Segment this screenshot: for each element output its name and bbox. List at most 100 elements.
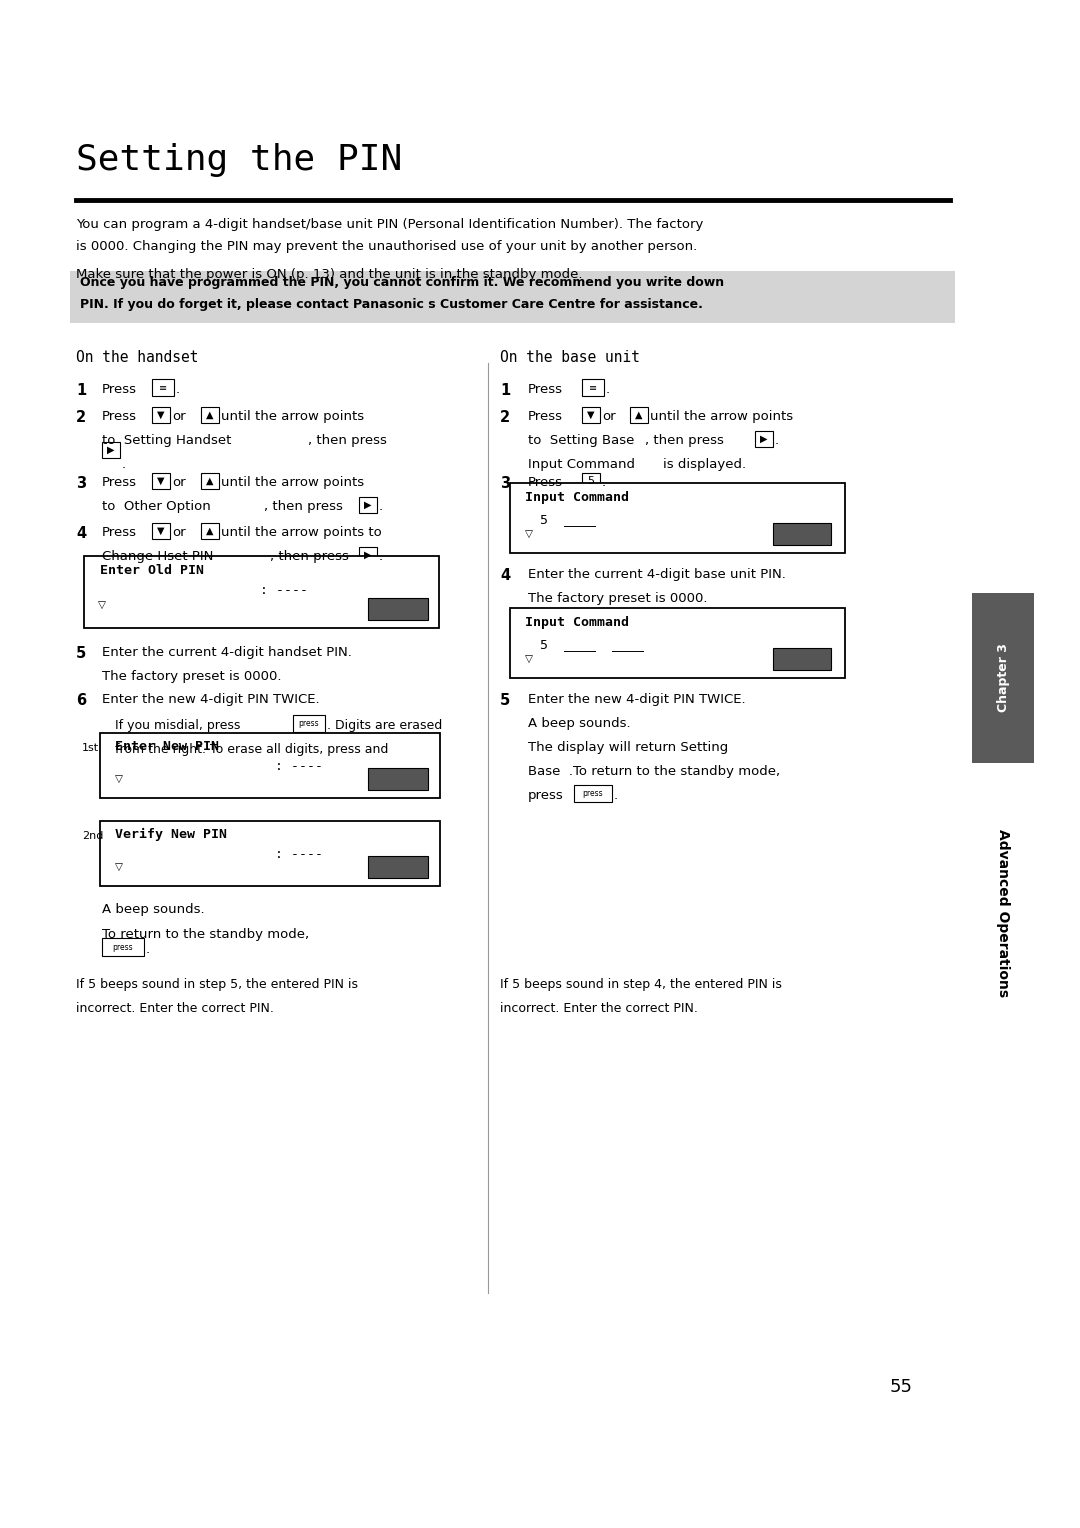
- Text: Setting the PIN: Setting the PIN: [76, 144, 402, 177]
- Bar: [201, 474, 219, 489]
- Text: Make sure that the power is ON (p. 13) and the unit is in the standby mode.: Make sure that the power is ON (p. 13) a…: [76, 267, 582, 281]
- Text: Press: Press: [102, 526, 137, 539]
- Text: The factory preset is 0000.: The factory preset is 0000.: [102, 669, 282, 683]
- Text: On the base unit: On the base unit: [500, 350, 640, 365]
- Text: is displayed.: is displayed.: [663, 458, 746, 471]
- Text: A beep sounds.: A beep sounds.: [528, 717, 631, 730]
- Text: If you misdial, press: If you misdial, press: [114, 720, 241, 732]
- Text: ▲: ▲: [206, 477, 214, 486]
- Bar: [510, 483, 845, 553]
- Text: Advanced Operations: Advanced Operations: [996, 828, 1010, 998]
- Text: ≡: ≡: [589, 382, 597, 393]
- Text: .: .: [379, 500, 383, 513]
- Text: Base  .To return to the standby mode,: Base .To return to the standby mode,: [528, 766, 780, 778]
- Bar: [152, 523, 170, 539]
- Text: .: .: [775, 434, 779, 448]
- Bar: [102, 442, 120, 458]
- Text: Once you have programmed the PIN, you cannot confirm it. We recommend you write : Once you have programmed the PIN, you ca…: [80, 277, 724, 289]
- Bar: [100, 733, 440, 798]
- Text: ▲: ▲: [635, 410, 643, 420]
- Text: Enter New PIN: Enter New PIN: [114, 740, 219, 753]
- Text: .: .: [146, 943, 150, 957]
- Text: If 5 beeps sound in step 5, the entered PIN is: If 5 beeps sound in step 5, the entered …: [76, 978, 357, 992]
- Text: . Digits are erased: . Digits are erased: [327, 720, 442, 732]
- Text: to  Setting Base: to Setting Base: [528, 434, 634, 448]
- Text: ▽: ▽: [114, 775, 123, 784]
- Text: Press: Press: [102, 477, 137, 489]
- Text: The display will return Setting: The display will return Setting: [528, 741, 728, 753]
- Text: to  Setting Handset: to Setting Handset: [102, 434, 231, 448]
- Bar: [582, 379, 604, 396]
- Text: .: .: [606, 384, 610, 396]
- Bar: [152, 379, 174, 396]
- Text: ▲: ▲: [206, 526, 214, 536]
- Text: The factory preset is 0000.: The factory preset is 0000.: [528, 591, 707, 605]
- Bar: [84, 556, 438, 628]
- Text: ▽: ▽: [114, 862, 123, 872]
- Text: Chapter 3: Chapter 3: [997, 643, 1010, 712]
- Text: Enter the current 4-digit handset PIN.: Enter the current 4-digit handset PIN.: [102, 646, 352, 659]
- Text: 5: 5: [500, 694, 510, 707]
- Text: incorrect. Enter the correct PIN.: incorrect. Enter the correct PIN.: [500, 1002, 698, 1015]
- Text: ▼: ▼: [588, 410, 595, 420]
- Text: 4: 4: [76, 526, 86, 541]
- Text: incorrect. Enter the correct PIN.: incorrect. Enter the correct PIN.: [76, 1002, 274, 1015]
- Text: , then press: , then press: [264, 500, 342, 513]
- Bar: [630, 406, 648, 423]
- Text: press: press: [299, 720, 320, 727]
- Text: Press: Press: [528, 477, 563, 489]
- Text: .: .: [122, 458, 126, 471]
- Bar: [293, 715, 325, 732]
- Text: : ----: : ----: [275, 848, 323, 860]
- Bar: [152, 406, 170, 423]
- Bar: [368, 769, 428, 790]
- Bar: [510, 608, 845, 678]
- Text: ▶: ▶: [364, 550, 372, 559]
- Bar: [70, 270, 955, 322]
- Text: To return to the standby mode,: To return to the standby mode,: [102, 927, 313, 941]
- Text: Verify New PIN: Verify New PIN: [114, 828, 227, 840]
- Text: ▼: ▼: [158, 526, 165, 536]
- Text: On the handset: On the handset: [76, 350, 199, 365]
- Bar: [359, 547, 377, 562]
- Text: Enter the current 4-digit base unit PIN.: Enter the current 4-digit base unit PIN.: [528, 568, 786, 581]
- Text: Press: Press: [102, 384, 137, 396]
- Bar: [755, 431, 773, 448]
- Bar: [773, 523, 831, 545]
- Text: : ----: : ----: [275, 759, 323, 773]
- Text: 5  ____  ____: 5 ____ ____: [540, 639, 644, 651]
- Text: ▶: ▶: [760, 434, 768, 445]
- Text: press: press: [112, 943, 133, 952]
- Text: ▽: ▽: [98, 601, 106, 610]
- Text: ≡: ≡: [159, 382, 167, 393]
- Bar: [582, 406, 600, 423]
- Text: ▶: ▶: [364, 500, 372, 510]
- Text: ▽: ▽: [525, 529, 534, 539]
- Text: A beep sounds.: A beep sounds.: [102, 903, 204, 915]
- Text: ▼: ▼: [158, 477, 165, 486]
- Text: Input Command: Input Command: [525, 490, 629, 504]
- Text: or: or: [172, 410, 186, 423]
- Bar: [368, 597, 428, 620]
- Text: until the arrow points: until the arrow points: [650, 410, 793, 423]
- Text: press: press: [528, 788, 564, 802]
- Text: 55: 55: [890, 1378, 913, 1397]
- Bar: [201, 406, 219, 423]
- Text: press: press: [583, 788, 604, 798]
- Bar: [100, 821, 440, 886]
- Text: 2nd: 2nd: [82, 831, 104, 840]
- Text: until the arrow points: until the arrow points: [221, 477, 364, 489]
- Text: 1st: 1st: [82, 743, 99, 753]
- Text: ▲: ▲: [206, 410, 214, 420]
- Bar: [152, 474, 170, 489]
- Text: You can program a 4-digit handset/base unit PIN (Personal Identification Number): You can program a 4-digit handset/base u…: [76, 219, 703, 231]
- Text: 3: 3: [500, 477, 510, 490]
- Text: Enter Old PIN: Enter Old PIN: [100, 564, 204, 578]
- Bar: [582, 474, 600, 489]
- Text: from the right. To erase all digits, press and: from the right. To erase all digits, pre…: [114, 743, 389, 756]
- Text: 5: 5: [588, 477, 594, 486]
- Text: is 0000. Changing the PIN may prevent the unauthorised use of your unit by anoth: is 0000. Changing the PIN may prevent th…: [76, 240, 698, 254]
- Text: Press: Press: [528, 410, 563, 423]
- Text: or: or: [172, 526, 186, 539]
- Text: , then press: , then press: [270, 550, 349, 562]
